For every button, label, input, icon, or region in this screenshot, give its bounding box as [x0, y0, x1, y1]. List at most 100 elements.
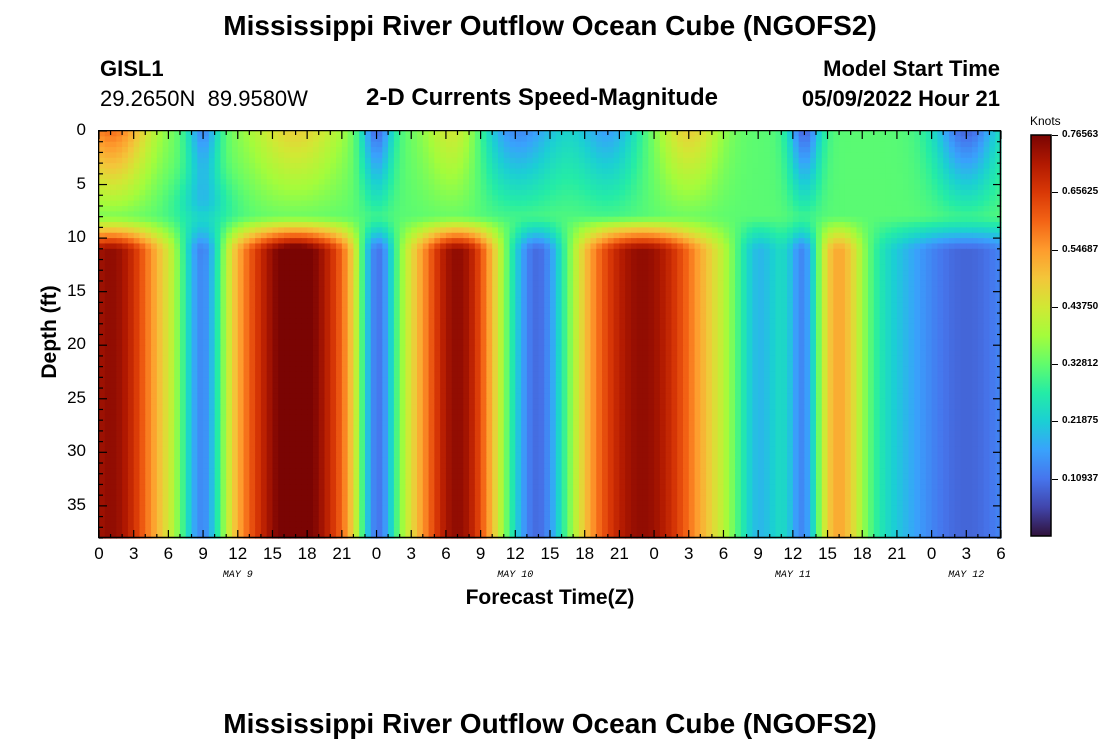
heatmap-cell — [654, 163, 661, 170]
heatmap-cell — [469, 179, 476, 186]
heatmap-cell — [526, 211, 534, 218]
heatmap-cell — [341, 297, 349, 303]
heatmap-cell — [370, 297, 378, 303]
heatmap-cell — [411, 264, 418, 271]
heatmap-cell — [526, 136, 534, 143]
heatmap-cell — [966, 222, 973, 228]
heatmap-cell — [417, 238, 424, 245]
heatmap-cell — [139, 147, 146, 154]
heatmap-cell — [665, 243, 673, 250]
heatmap-cell — [613, 297, 620, 303]
heatmap-cell — [995, 147, 1002, 154]
heatmap-cell — [318, 254, 326, 261]
heatmap-cell — [931, 163, 938, 170]
heatmap-cell — [127, 259, 135, 266]
heatmap-cell — [781, 211, 788, 218]
heatmap-cell — [284, 270, 291, 277]
heatmap-cell — [411, 227, 418, 234]
heatmap-cell — [868, 205, 875, 212]
heatmap-cell — [688, 157, 696, 164]
heatmap-cell — [821, 270, 829, 277]
heatmap-cell — [775, 131, 782, 137]
heatmap-cell — [185, 184, 193, 191]
heatmap-cell — [596, 232, 603, 239]
heatmap-cell — [422, 243, 430, 250]
heatmap-cell — [833, 270, 840, 277]
heatmap-cell — [636, 141, 644, 148]
heatmap-cell — [347, 264, 355, 271]
heatmap-cell — [243, 163, 250, 170]
heatmap-cell — [937, 270, 944, 277]
heatmap-cell — [833, 163, 840, 170]
heatmap-cell — [324, 243, 331, 250]
heatmap-cell — [399, 259, 407, 266]
heatmap-cell — [943, 243, 950, 250]
heatmap-cell — [839, 297, 846, 303]
heatmap-cell — [324, 238, 331, 245]
heatmap-cell — [411, 248, 418, 255]
heatmap-cell — [902, 232, 910, 239]
heatmap-cell — [781, 216, 788, 223]
heatmap-cell — [179, 205, 187, 212]
heatmap-cell — [139, 136, 146, 143]
heatmap-cell — [168, 243, 175, 250]
heatmap-cell — [376, 297, 383, 303]
heatmap-cell — [931, 254, 938, 261]
heatmap-cell — [324, 152, 331, 159]
heatmap-cell — [255, 205, 262, 212]
heatmap-cell — [451, 179, 459, 186]
heatmap-cell — [914, 227, 921, 234]
heatmap-cell — [278, 168, 285, 175]
heatmap-cell — [324, 147, 331, 154]
heatmap-cell — [694, 238, 701, 245]
heatmap-cell — [544, 163, 551, 170]
heatmap-cell — [948, 168, 956, 175]
heatmap-cell — [151, 248, 158, 255]
heatmap-cell — [931, 238, 938, 245]
heatmap-cell — [214, 173, 222, 180]
heatmap-cell — [353, 168, 360, 175]
heatmap-cell — [914, 286, 921, 293]
heatmap-cell — [671, 254, 678, 261]
heatmap-cell — [295, 280, 302, 287]
heatmap-cell — [104, 270, 112, 277]
heatmap-cell — [868, 136, 875, 143]
heatmap-cell — [873, 163, 881, 170]
heatmap-cell — [815, 147, 823, 154]
heatmap-cell — [798, 173, 806, 180]
heatmap-cell — [839, 189, 846, 196]
heatmap-cell — [769, 200, 777, 207]
heatmap-cell — [243, 270, 250, 277]
heatmap-cell — [451, 200, 459, 207]
heatmap-cell — [179, 275, 187, 282]
heatmap-cell — [607, 205, 615, 212]
heatmap-cell — [798, 205, 806, 212]
heatmap-cells — [99, 131, 1002, 539]
heatmap-cell — [989, 211, 996, 218]
heatmap-cell — [619, 152, 626, 159]
heatmap-cell — [226, 254, 233, 261]
heatmap-cell — [654, 248, 661, 255]
heatmap-cell — [359, 254, 366, 261]
heatmap-cell — [717, 280, 725, 287]
heatmap-cell — [602, 189, 609, 196]
heatmap-cell — [220, 152, 227, 159]
heatmap-cell — [613, 163, 620, 170]
heatmap-cell — [417, 270, 424, 277]
heatmap-cell — [376, 238, 383, 245]
heatmap-cell — [295, 248, 302, 255]
heatmap-cell — [873, 211, 881, 218]
heatmap-cell — [862, 173, 869, 180]
heatmap-cell — [370, 280, 378, 287]
heatmap-cell — [636, 200, 644, 207]
heatmap-cell — [411, 163, 418, 170]
heatmap-cell — [729, 297, 736, 303]
heatmap-cell — [810, 195, 817, 202]
heatmap-cell — [474, 179, 482, 186]
heatmap-cell — [411, 184, 418, 191]
heatmap-cell — [492, 259, 499, 266]
heatmap-cell — [151, 147, 158, 154]
heatmap-cell — [590, 264, 597, 271]
heatmap-cell — [561, 238, 568, 245]
heatmap-cell — [561, 184, 568, 191]
